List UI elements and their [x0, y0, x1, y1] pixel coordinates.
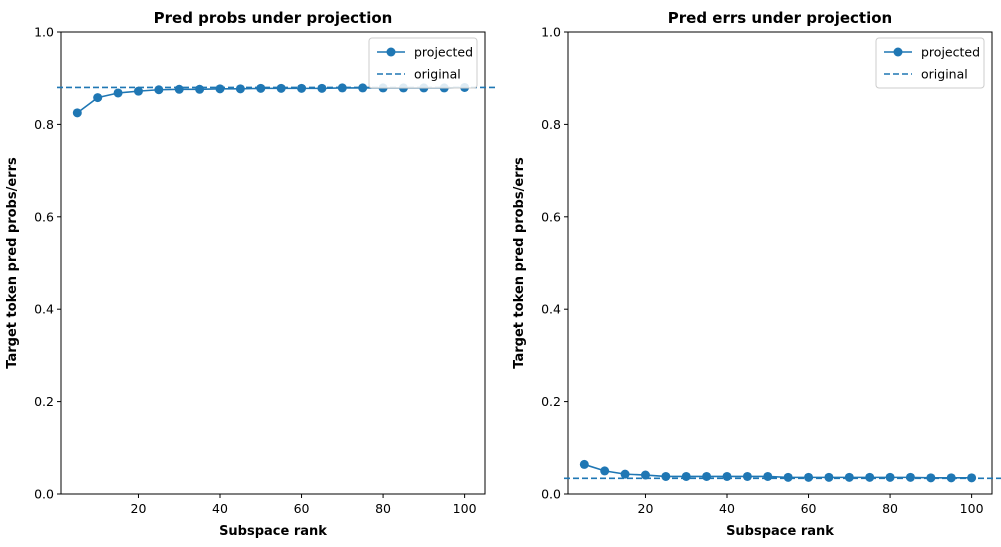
data-point: [640, 470, 650, 480]
x-tick-label: 40: [212, 501, 228, 516]
y-tick-label: 1.0: [541, 25, 561, 40]
data-point: [844, 472, 854, 482]
y-tick-label: 0.8: [34, 117, 54, 132]
data-point: [967, 473, 977, 483]
x-tick-label: 60: [801, 501, 817, 516]
data-point: [154, 85, 164, 95]
x-tick-label: 20: [638, 501, 654, 516]
y-tick-label: 0.6: [34, 209, 54, 224]
data-point: [661, 471, 671, 481]
data-point: [276, 83, 286, 93]
data-point: [297, 83, 307, 93]
y-axis-label: Target token pred probs/errs: [5, 157, 20, 369]
data-point: [256, 83, 266, 93]
data-point: [235, 84, 245, 94]
data-point: [763, 471, 773, 481]
x-tick-label: 100: [453, 501, 477, 516]
plot-frame: [567, 31, 993, 495]
data-point: [946, 473, 956, 483]
data-point: [865, 472, 875, 482]
legend-label-projected: projected: [921, 45, 980, 60]
data-point: [681, 471, 691, 481]
chart-panel-1: Pred probs under projection 20 40 60 80 100 0.…: [5, 9, 495, 539]
data-point: [824, 472, 834, 482]
data-point: [215, 84, 225, 94]
legend-marker-projected: [386, 47, 396, 57]
plot-frame: [60, 31, 486, 495]
x-tick-label: 20: [131, 501, 147, 516]
x-tick-label: 40: [719, 501, 735, 516]
chart-title: Pred probs under projection: [154, 9, 393, 27]
y-tick-label: 0.4: [34, 302, 54, 317]
legend-marker-projected: [893, 47, 903, 57]
y-tick-label: 0.8: [541, 117, 561, 132]
x-axis-label: Subspace rank: [726, 524, 834, 539]
y-tick-label: 0.2: [34, 394, 54, 409]
chart-panel-2: Pred errs under projection 20 40 60 80 100 0.0…: [512, 9, 1001, 539]
y-tick-label: 0.4: [541, 302, 561, 317]
data-point: [133, 86, 143, 96]
data-point: [195, 84, 205, 94]
legend-label-original: original: [921, 67, 968, 82]
data-point: [337, 83, 347, 93]
data-point: [722, 471, 732, 481]
data-point: [317, 83, 327, 93]
data-point: [93, 93, 103, 103]
data-point: [885, 472, 895, 482]
data-point: [702, 471, 712, 481]
x-tick-label: 80: [375, 501, 391, 516]
legend-box: [875, 37, 985, 89]
y-tick-label: 1.0: [34, 25, 54, 40]
data-point: [113, 88, 123, 98]
data-point: [905, 472, 915, 482]
data-point: [804, 472, 814, 482]
data-point: [579, 459, 589, 469]
legend-label-projected: projected: [414, 45, 473, 60]
data-point: [783, 472, 793, 482]
data-point: [72, 108, 82, 118]
x-tick-label: 100: [960, 501, 984, 516]
data-point: [358, 83, 368, 93]
data-point: [174, 84, 184, 94]
data-point: [620, 469, 630, 479]
legend-box: [368, 37, 478, 89]
y-tick-label: 0.0: [541, 487, 561, 502]
legend-label-original: original: [414, 67, 461, 82]
data-point: [926, 473, 936, 483]
data-point: [742, 471, 752, 481]
x-axis-label: Subspace rank: [219, 524, 327, 539]
y-tick-label: 0.6: [541, 209, 561, 224]
chart-title: Pred errs under projection: [668, 9, 892, 27]
y-tick-label: 0.0: [34, 487, 54, 502]
data-point: [600, 466, 610, 476]
y-axis-label: Target token pred probs/errs: [512, 157, 527, 369]
x-tick-label: 60: [294, 501, 310, 516]
y-tick-label: 0.2: [541, 394, 561, 409]
x-tick-label: 80: [882, 501, 898, 516]
